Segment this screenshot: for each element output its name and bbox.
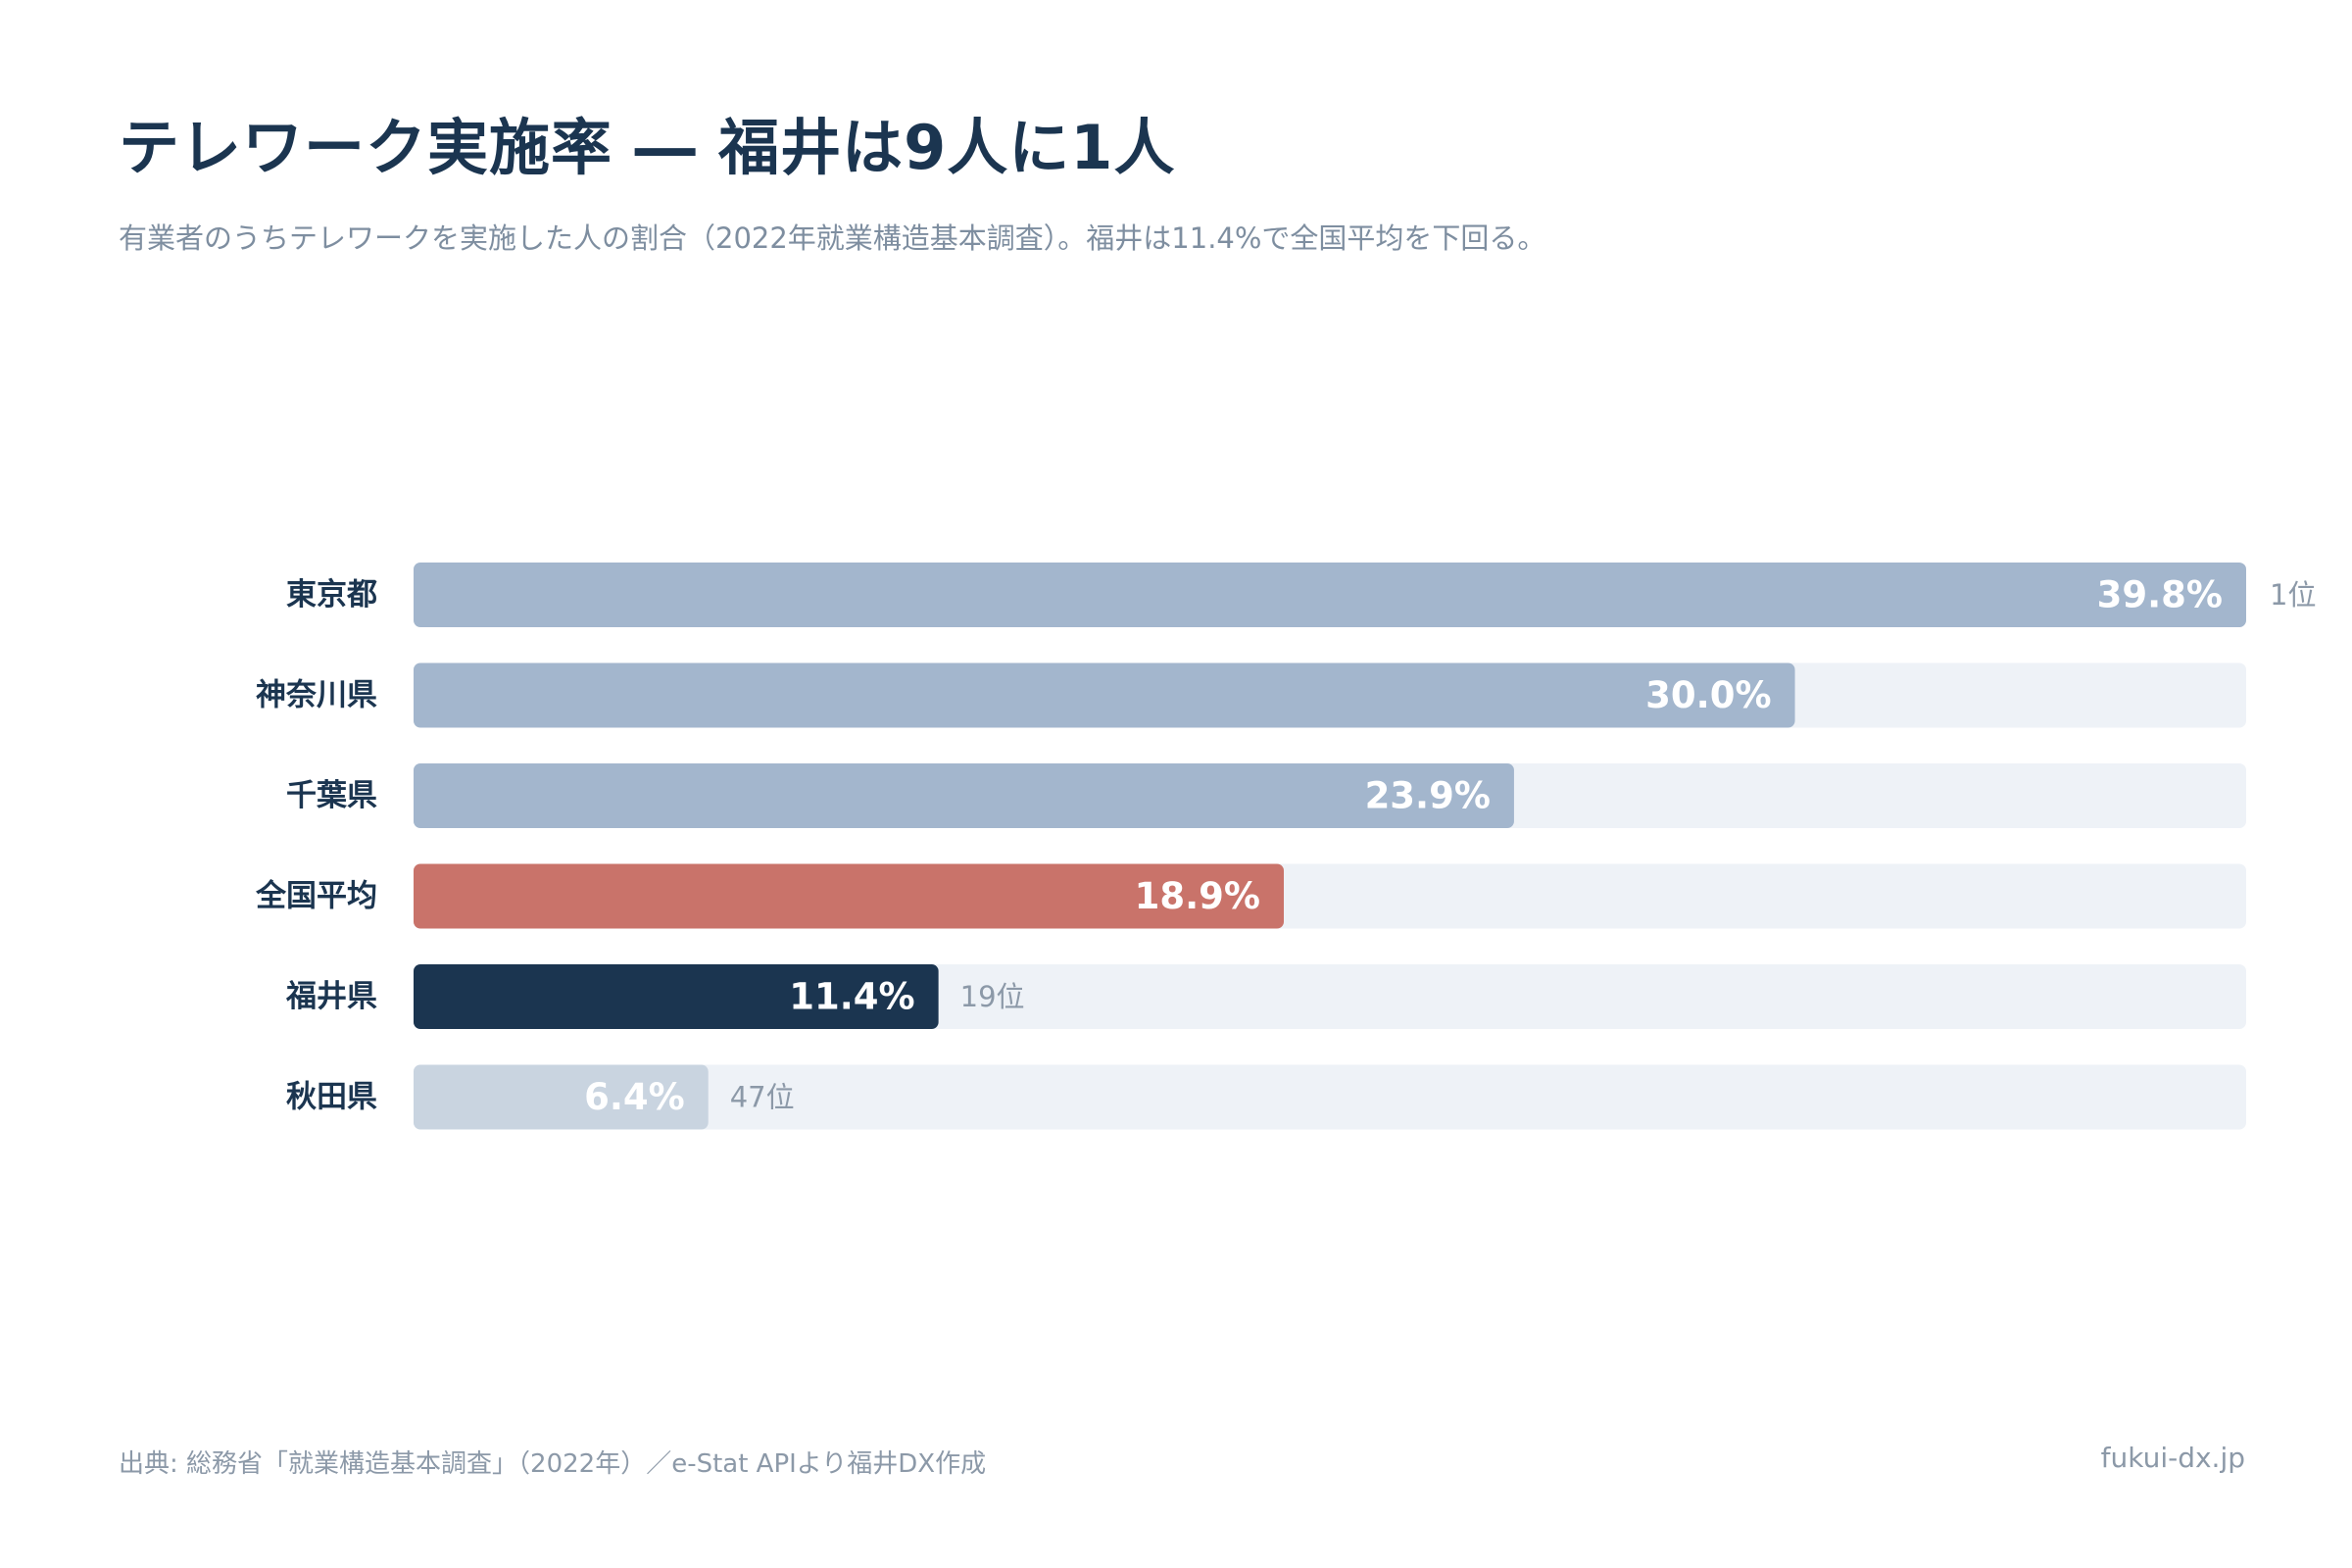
bar xyxy=(414,964,939,1029)
value-label: 6.4% xyxy=(584,1076,685,1118)
bar xyxy=(414,563,2246,627)
value-label: 39.8% xyxy=(2097,574,2223,616)
value-label: 11.4% xyxy=(789,976,914,1018)
source-note: 出典: 総務省「就業構造基本調査」（2022年）／e-Stat APIより福井D… xyxy=(119,1449,987,1479)
chart-title: テレワーク実施率 ― 福井は9人に1人 xyxy=(119,112,1176,183)
site-link[interactable]: fukui-dx.jp xyxy=(2100,1442,2245,1474)
bar-track xyxy=(414,1064,2246,1130)
chart-subtitle: 有業者のうちテレワークを実施した人の割合（2022年就業構造基本調査）。福井は1… xyxy=(119,221,1546,255)
bar xyxy=(414,1064,709,1130)
category-label: 秋田県 xyxy=(286,1080,377,1115)
value-label: 18.9% xyxy=(1135,875,1260,917)
rank-label: 1位 xyxy=(2270,578,2316,612)
rank-label: 47位 xyxy=(730,1081,795,1114)
bar xyxy=(414,763,1514,828)
value-label: 23.9% xyxy=(1365,775,1491,817)
category-label: 東京都 xyxy=(286,577,377,612)
rank-label: 19位 xyxy=(960,980,1025,1013)
bar xyxy=(414,662,1795,728)
bar xyxy=(414,863,1285,929)
category-label: 全国平均 xyxy=(255,879,377,914)
category-label: 神奈川県 xyxy=(256,678,377,713)
category-label: 千葉県 xyxy=(286,778,377,813)
value-label: 30.0% xyxy=(1645,674,1771,716)
category-label: 福井県 xyxy=(285,979,377,1014)
